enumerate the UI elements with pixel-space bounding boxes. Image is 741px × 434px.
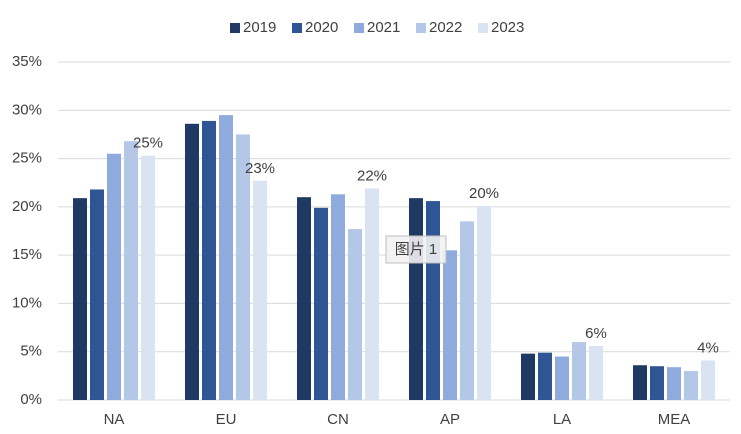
bar: [538, 352, 552, 400]
x-tick-label: NA: [104, 411, 125, 428]
data-label: 25%: [133, 135, 163, 152]
bar: [426, 201, 440, 400]
legend-label: 2020: [305, 19, 338, 36]
legend-swatch: [478, 23, 488, 33]
y-tick-label: 35%: [12, 53, 42, 70]
data-label: 4%: [697, 339, 719, 356]
bar: [124, 141, 138, 400]
bar: [589, 345, 603, 400]
y-tick-label: 30%: [12, 101, 42, 118]
bar: [667, 367, 681, 400]
bar: [202, 120, 216, 400]
bar: [443, 250, 457, 400]
y-tick-label: 15%: [12, 246, 42, 263]
bar: [555, 356, 569, 400]
legend-label: 2019: [243, 19, 276, 36]
bar: [236, 134, 250, 400]
x-tick-label: AP: [440, 411, 460, 428]
bar: [219, 115, 233, 400]
legend-label: 2021: [367, 19, 400, 36]
bar: [348, 229, 362, 400]
x-tick-label: CN: [327, 411, 349, 428]
bar: [701, 360, 715, 400]
data-label: 6%: [585, 325, 607, 342]
bar: [477, 205, 491, 400]
legend-label: 2023: [491, 19, 524, 36]
data-label: 20%: [469, 185, 499, 202]
bar: [460, 221, 474, 400]
data-label: 22%: [357, 167, 387, 184]
bar: [331, 194, 345, 400]
bar: [314, 207, 328, 400]
bar: [684, 371, 698, 400]
bar: [572, 342, 586, 400]
bar: [521, 353, 535, 400]
bar: [185, 123, 199, 400]
annotation: 图片 1: [395, 241, 438, 258]
x-tick-label: EU: [216, 411, 237, 428]
y-tick-label: 25%: [12, 150, 42, 167]
annotation-box: [385, 235, 447, 264]
bar: [73, 198, 87, 400]
legend-swatch: [416, 23, 426, 33]
bar: [141, 155, 155, 400]
x-tick-label: MEA: [658, 411, 691, 428]
legend-swatch: [354, 23, 364, 33]
y-tick-label: 10%: [12, 294, 42, 311]
legend-swatch: [230, 23, 240, 33]
bar: [107, 153, 121, 400]
bar: [297, 197, 311, 400]
y-tick-label: 20%: [12, 198, 42, 215]
bar: [650, 366, 664, 400]
bar: [409, 198, 423, 400]
bar: [90, 189, 104, 400]
legend-swatch: [292, 23, 302, 33]
bar: [365, 188, 379, 400]
bar: [253, 180, 267, 400]
y-tick-label: 0%: [20, 391, 42, 408]
data-label: 23%: [245, 160, 275, 177]
y-tick-label: 5%: [20, 343, 42, 360]
legend-label: 2022: [429, 19, 462, 36]
bar: [633, 365, 647, 400]
x-tick-label: LA: [553, 411, 571, 428]
